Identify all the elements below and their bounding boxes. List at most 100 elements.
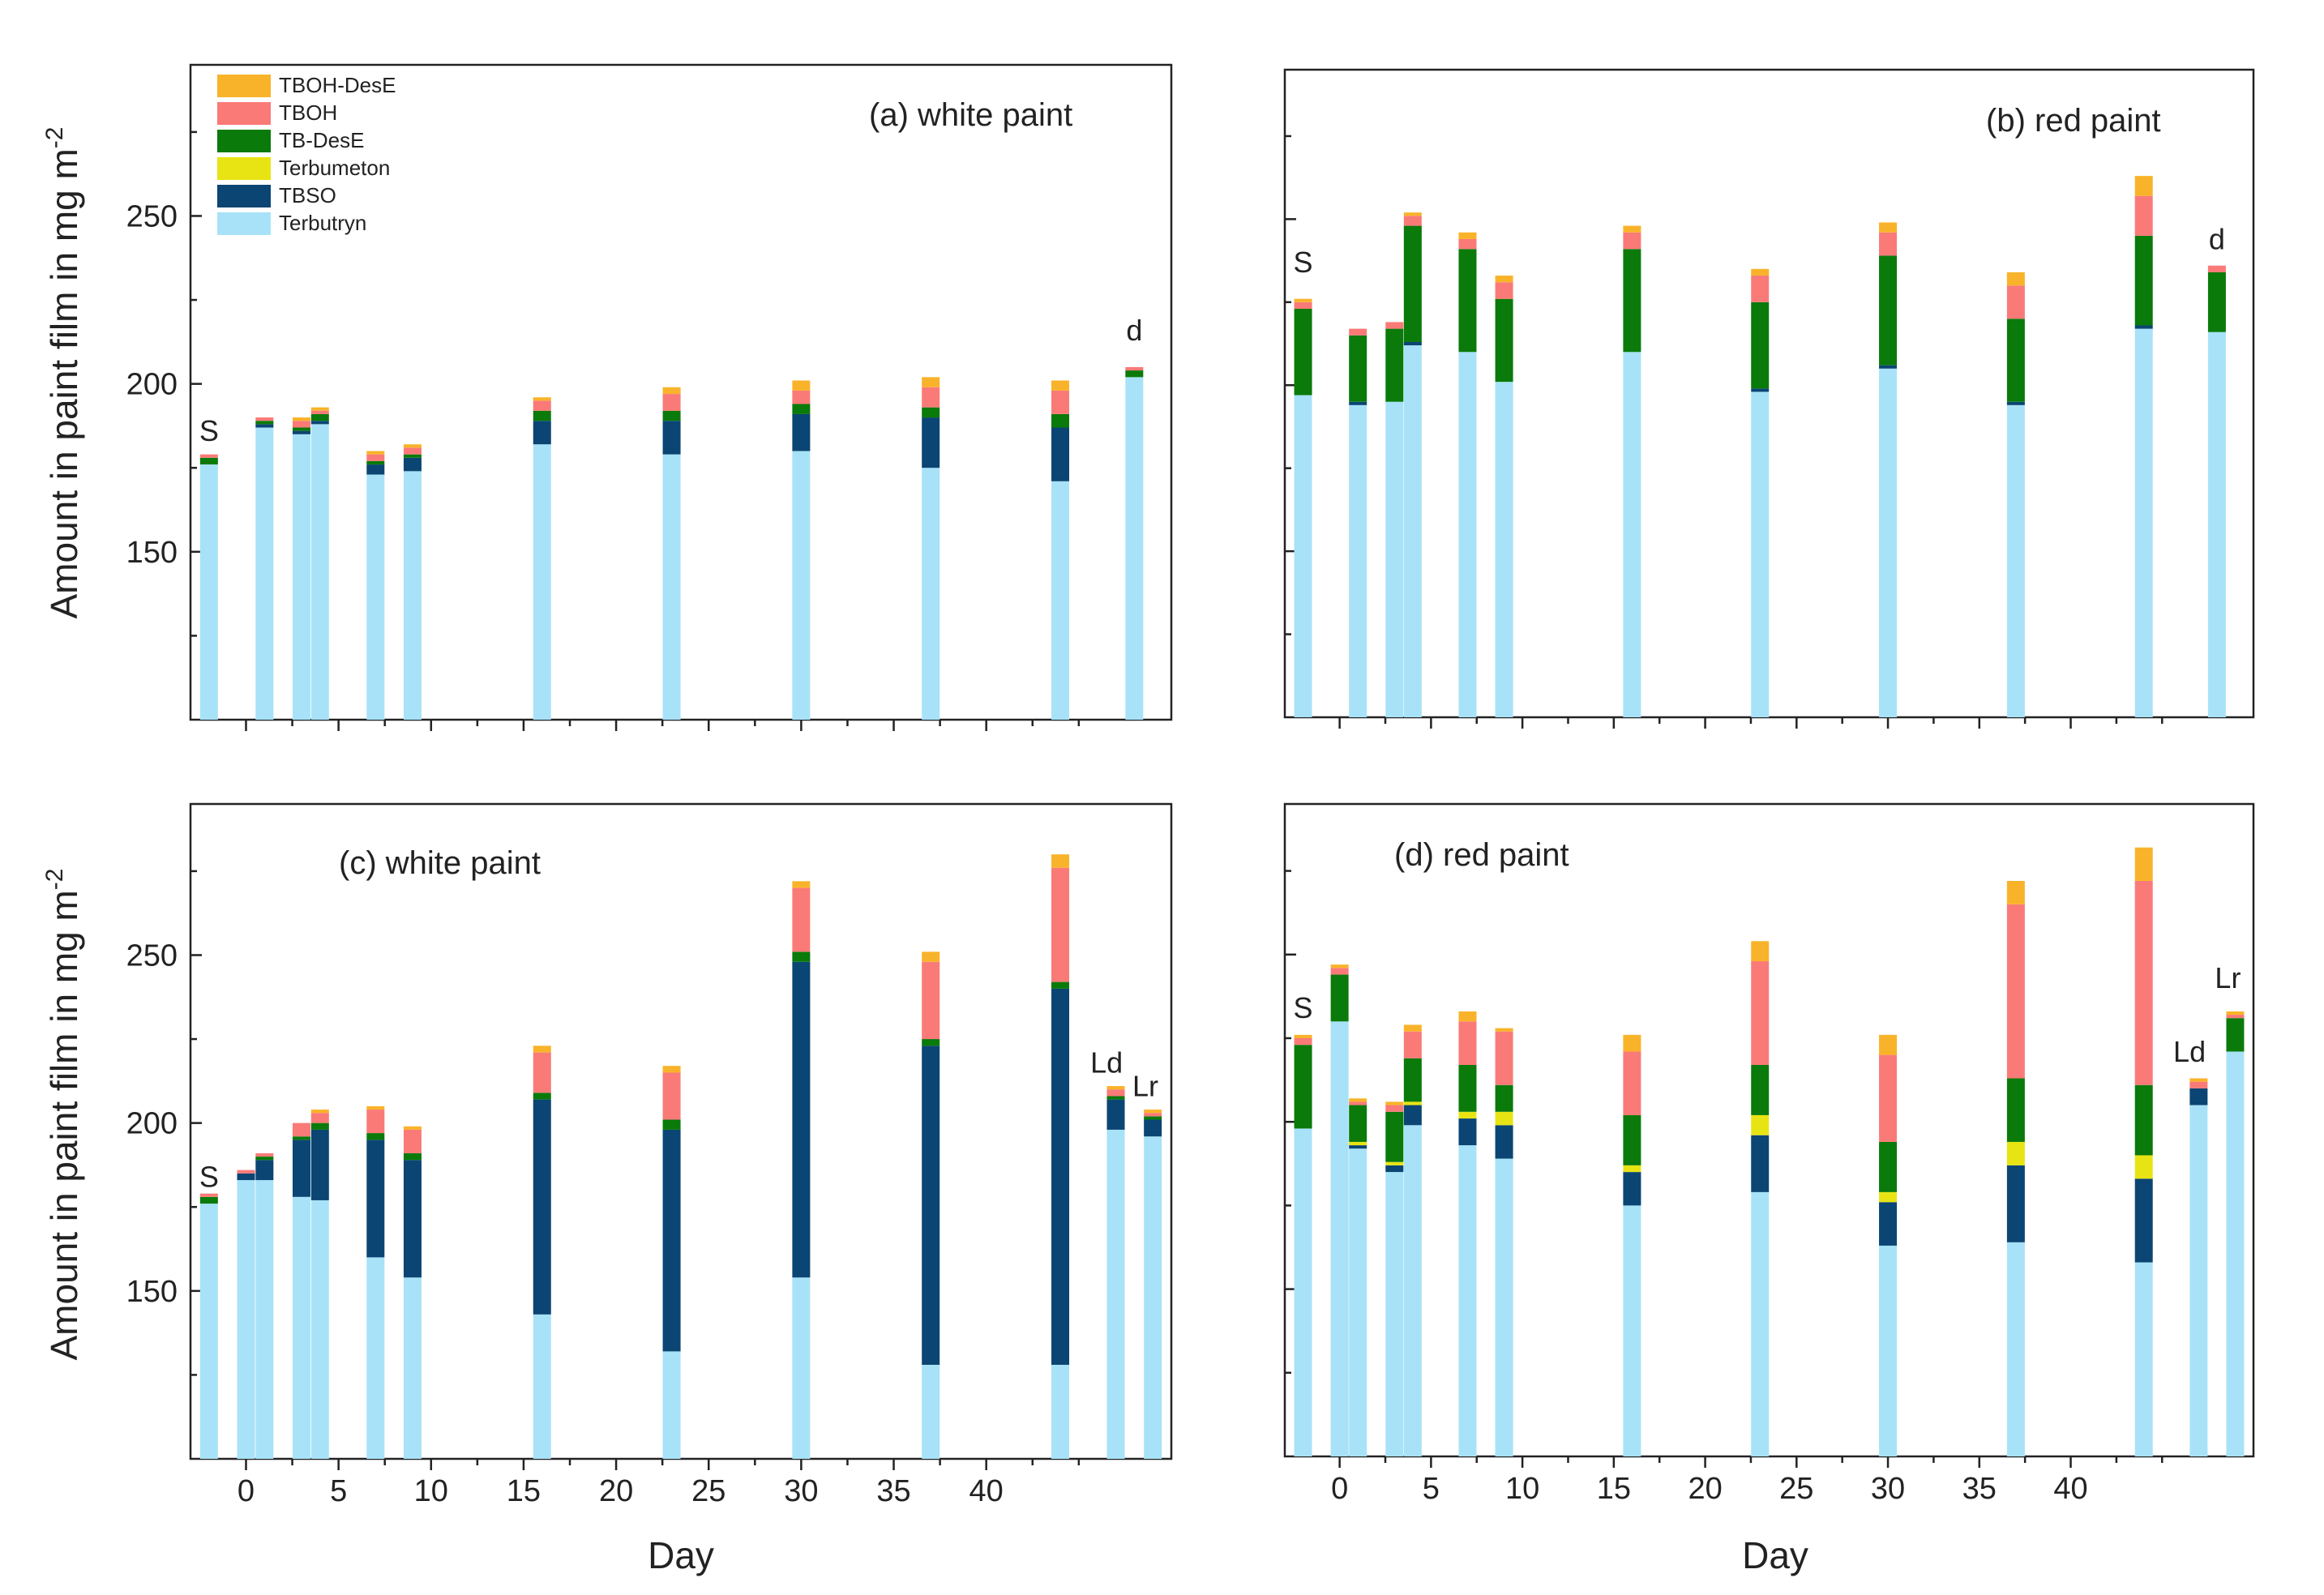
- bar-segment-terbutryn: [792, 1277, 811, 1459]
- legend-swatch-terbutryn: [217, 212, 271, 235]
- bar-segment-tb-dese: [922, 407, 940, 418]
- bar-segment-terbumeton: [1403, 1101, 1422, 1105]
- bar-segment-terbutryn: [199, 464, 218, 720]
- bar-segment-tb-dese: [1458, 249, 1477, 353]
- bar-segment-terbutryn: [922, 1364, 940, 1459]
- bar-segment-terbutryn: [2006, 404, 2025, 717]
- bar-segment-tbso: [662, 421, 681, 455]
- bar-segment-tb-dese: [1623, 1114, 1641, 1165]
- bar-segment-tboh-dese: [792, 881, 811, 888]
- bar-segment-terbutryn: [1403, 1125, 1422, 1456]
- bar-segment-terbumeton: [2134, 1155, 2153, 1179]
- bar-segment-tboh: [366, 1110, 385, 1134]
- bar-segment-tb-dese: [2134, 235, 2153, 326]
- bar-segment-terbutryn: [310, 1199, 329, 1459]
- annotation-ld: Ld: [1090, 1046, 1123, 1079]
- bar-segment-tb-dese: [1349, 335, 1367, 402]
- bar-segment-tboh: [2226, 1015, 2245, 1019]
- bar-segment-terbumeton: [1349, 1141, 1367, 1146]
- bar-segment-tboh-dese: [310, 407, 329, 411]
- bar-segment-tboh: [255, 1152, 274, 1157]
- bar-segment-tb-dese: [1879, 1141, 1898, 1192]
- plot-frame: [189, 802, 1173, 1460]
- bar-segment-tboh-dese: [1330, 964, 1349, 969]
- bar-segment-terbutryn: [2189, 1105, 2208, 1456]
- panel-a: 150 200 250 Sd (a) white paint: [126, 63, 1173, 731]
- bar-segment-tb-dese: [1125, 370, 1144, 378]
- legend-label: TBSO: [279, 183, 336, 207]
- bar-segment-terbutryn: [2207, 331, 2226, 717]
- bar-segment-tboh-dese: [1495, 276, 1513, 283]
- bar-segment-tboh: [1623, 232, 1641, 250]
- bar-segment-tbso: [403, 1160, 422, 1278]
- bar-segment-terbutryn: [2134, 1262, 2153, 1456]
- bar-segment-tboh-dese: [1349, 1098, 1367, 1102]
- bar-segment-tboh-dese: [1294, 298, 1312, 302]
- bar-segment-tb-dese: [1623, 249, 1641, 353]
- bar-segment-tboh-dese: [1144, 1110, 1162, 1114]
- bar-segment-tbso: [237, 1173, 255, 1181]
- bar-segment-tboh-dese: [533, 1046, 551, 1053]
- bar-segment-tboh-dese: [662, 387, 681, 395]
- bar-segment-tboh: [1879, 1054, 1898, 1142]
- bar-segment-tboh-dese: [1879, 1034, 1898, 1055]
- bar-segment-tboh: [366, 454, 385, 461]
- y-tick-label: 150: [126, 1275, 178, 1309]
- panel-title: (a) white paint: [869, 97, 1072, 133]
- bar-segment-terbutryn: [237, 1180, 255, 1459]
- bar-segment-tbso: [533, 1099, 551, 1315]
- bar-segment-tb-dese: [1144, 1116, 1162, 1120]
- bar-segment-tbso: [792, 413, 811, 451]
- bar-segment-tb-dese: [1294, 1045, 1312, 1129]
- bar-segment-tbso: [1403, 1105, 1422, 1126]
- bar-segment-tboh: [1330, 968, 1349, 975]
- bar-segment-tb-dese: [662, 1119, 681, 1130]
- x-tick-label: 30: [1871, 1472, 1905, 1506]
- bar-segment-tboh: [2134, 195, 2153, 236]
- bar-segment-tboh: [792, 390, 811, 404]
- legend-label: TBOH-DesE: [279, 73, 396, 97]
- bar-segment-tboh: [2006, 904, 2025, 1079]
- x-axis-title-left: Day: [648, 1534, 714, 1576]
- bar-segment-terbutryn: [1385, 401, 1404, 717]
- bar-segment-tboh: [255, 417, 274, 421]
- x-tick-label: 15: [507, 1474, 541, 1508]
- bar-segment-tboh: [1349, 1101, 1367, 1105]
- bar-segment-tbso: [2006, 401, 2025, 405]
- bar-segment-tb-dese: [199, 457, 218, 465]
- y-tick-label: 200: [126, 368, 178, 402]
- y-tick-label: 150: [126, 536, 178, 570]
- x-tick-label: 0: [1331, 1472, 1348, 1506]
- bar-segment-terbutryn: [1125, 377, 1144, 720]
- bar-segment-tb-dese: [1349, 1105, 1367, 1142]
- bar-segment-tb-dese: [2006, 1078, 2025, 1142]
- bar-segment-tb-dese: [662, 410, 681, 421]
- bar-segment-tboh-dese: [366, 1105, 385, 1110]
- legend-swatch-tb-dese: [217, 130, 271, 152]
- bar-segment-terbumeton: [2006, 1141, 2025, 1165]
- bar-segment-tboh-dese: [2189, 1078, 2208, 1082]
- bar-segment-tboh-dese: [1495, 1028, 1513, 1032]
- bar-segment-tboh: [792, 887, 811, 952]
- plot-frame: [189, 63, 1173, 721]
- bar-segment-tbso: [1349, 401, 1367, 405]
- bar-segment-tbso: [1144, 1119, 1162, 1137]
- bar-segment-terbutryn: [2006, 1242, 2025, 1456]
- bar-segment-tb-dese: [1495, 1084, 1513, 1112]
- bar-segment-tbso: [403, 457, 422, 472]
- bar-segment-tboh-dese: [533, 397, 551, 401]
- bar-segment-tbso: [922, 417, 940, 468]
- bar-segment-tb-dese: [1106, 1096, 1125, 1100]
- bar-segment-terbutryn: [1623, 352, 1641, 717]
- bar-segment-tb-dese: [1751, 301, 1770, 389]
- bar-segment-tboh: [403, 1129, 422, 1153]
- bar-segment-terbutryn: [1144, 1136, 1162, 1459]
- bar-segment-tbso: [2134, 325, 2153, 329]
- bar-segment-tboh: [292, 1122, 310, 1137]
- bar-segment-tboh-dese: [403, 444, 422, 448]
- bar-segment-tboh: [1051, 867, 1070, 982]
- bar-segment-tb-dese: [1385, 1111, 1404, 1162]
- bar-segment-tboh-dese: [1458, 1011, 1477, 1022]
- bar-segment-tbso: [2134, 1178, 2153, 1263]
